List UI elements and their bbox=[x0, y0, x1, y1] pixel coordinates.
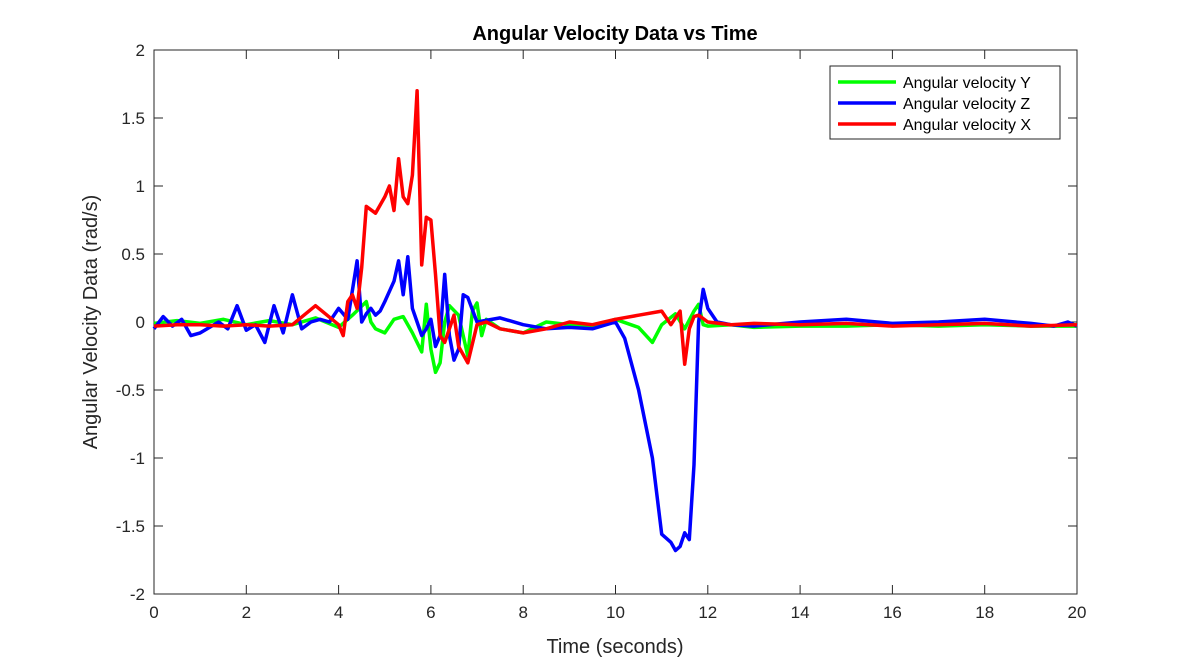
y-tick-label: -1 bbox=[130, 449, 145, 468]
chart-title: Angular Velocity Data vs Time bbox=[472, 23, 757, 45]
y-tick-label: -0.5 bbox=[116, 381, 145, 400]
y-tick-label: -1.5 bbox=[116, 517, 145, 536]
legend-label: Angular velocity Z bbox=[903, 96, 1030, 113]
x-tick-label: 18 bbox=[975, 603, 994, 622]
legend-label: Angular velocity X bbox=[903, 117, 1031, 134]
x-tick-label: 8 bbox=[518, 603, 527, 622]
y-axis-label: Angular Velocity Data (rad/s) bbox=[80, 195, 102, 450]
y-tick-label: 2 bbox=[136, 41, 145, 60]
x-tick-label: 14 bbox=[791, 603, 810, 622]
legend-label: Angular velocity Y bbox=[903, 75, 1031, 92]
x-tick-label: 16 bbox=[883, 603, 902, 622]
x-tick-label: 20 bbox=[1068, 603, 1087, 622]
x-axis-label: Time (seconds) bbox=[546, 636, 683, 658]
y-tick-label: -2 bbox=[130, 585, 145, 604]
x-tick-label: 2 bbox=[242, 603, 251, 622]
y-tick-label: 0.5 bbox=[121, 245, 145, 264]
series-line-angular-velocity-x bbox=[153, 89, 1078, 366]
x-tick-label: 0 bbox=[149, 603, 158, 622]
x-tick-label: 6 bbox=[426, 603, 435, 622]
y-tick-label: 1.5 bbox=[121, 109, 145, 128]
y-tick-label: 1 bbox=[136, 177, 145, 196]
y-tick-label: 0 bbox=[136, 313, 145, 332]
series-line-angular-velocity-y bbox=[153, 299, 1077, 375]
x-tick-label: 10 bbox=[606, 603, 625, 622]
plot-area: 0 2 4 6 8 10 12 14 16 18 20 -2 -1.5 -1 -0.5 0 0.5 1 1.5 2 bbox=[116, 41, 1087, 622]
x-tick-label: 12 bbox=[698, 603, 717, 622]
x-tick-label: 4 bbox=[334, 603, 343, 622]
legend: Angular velocity Y Angular velocity Z Angu… bbox=[829, 65, 1061, 140]
